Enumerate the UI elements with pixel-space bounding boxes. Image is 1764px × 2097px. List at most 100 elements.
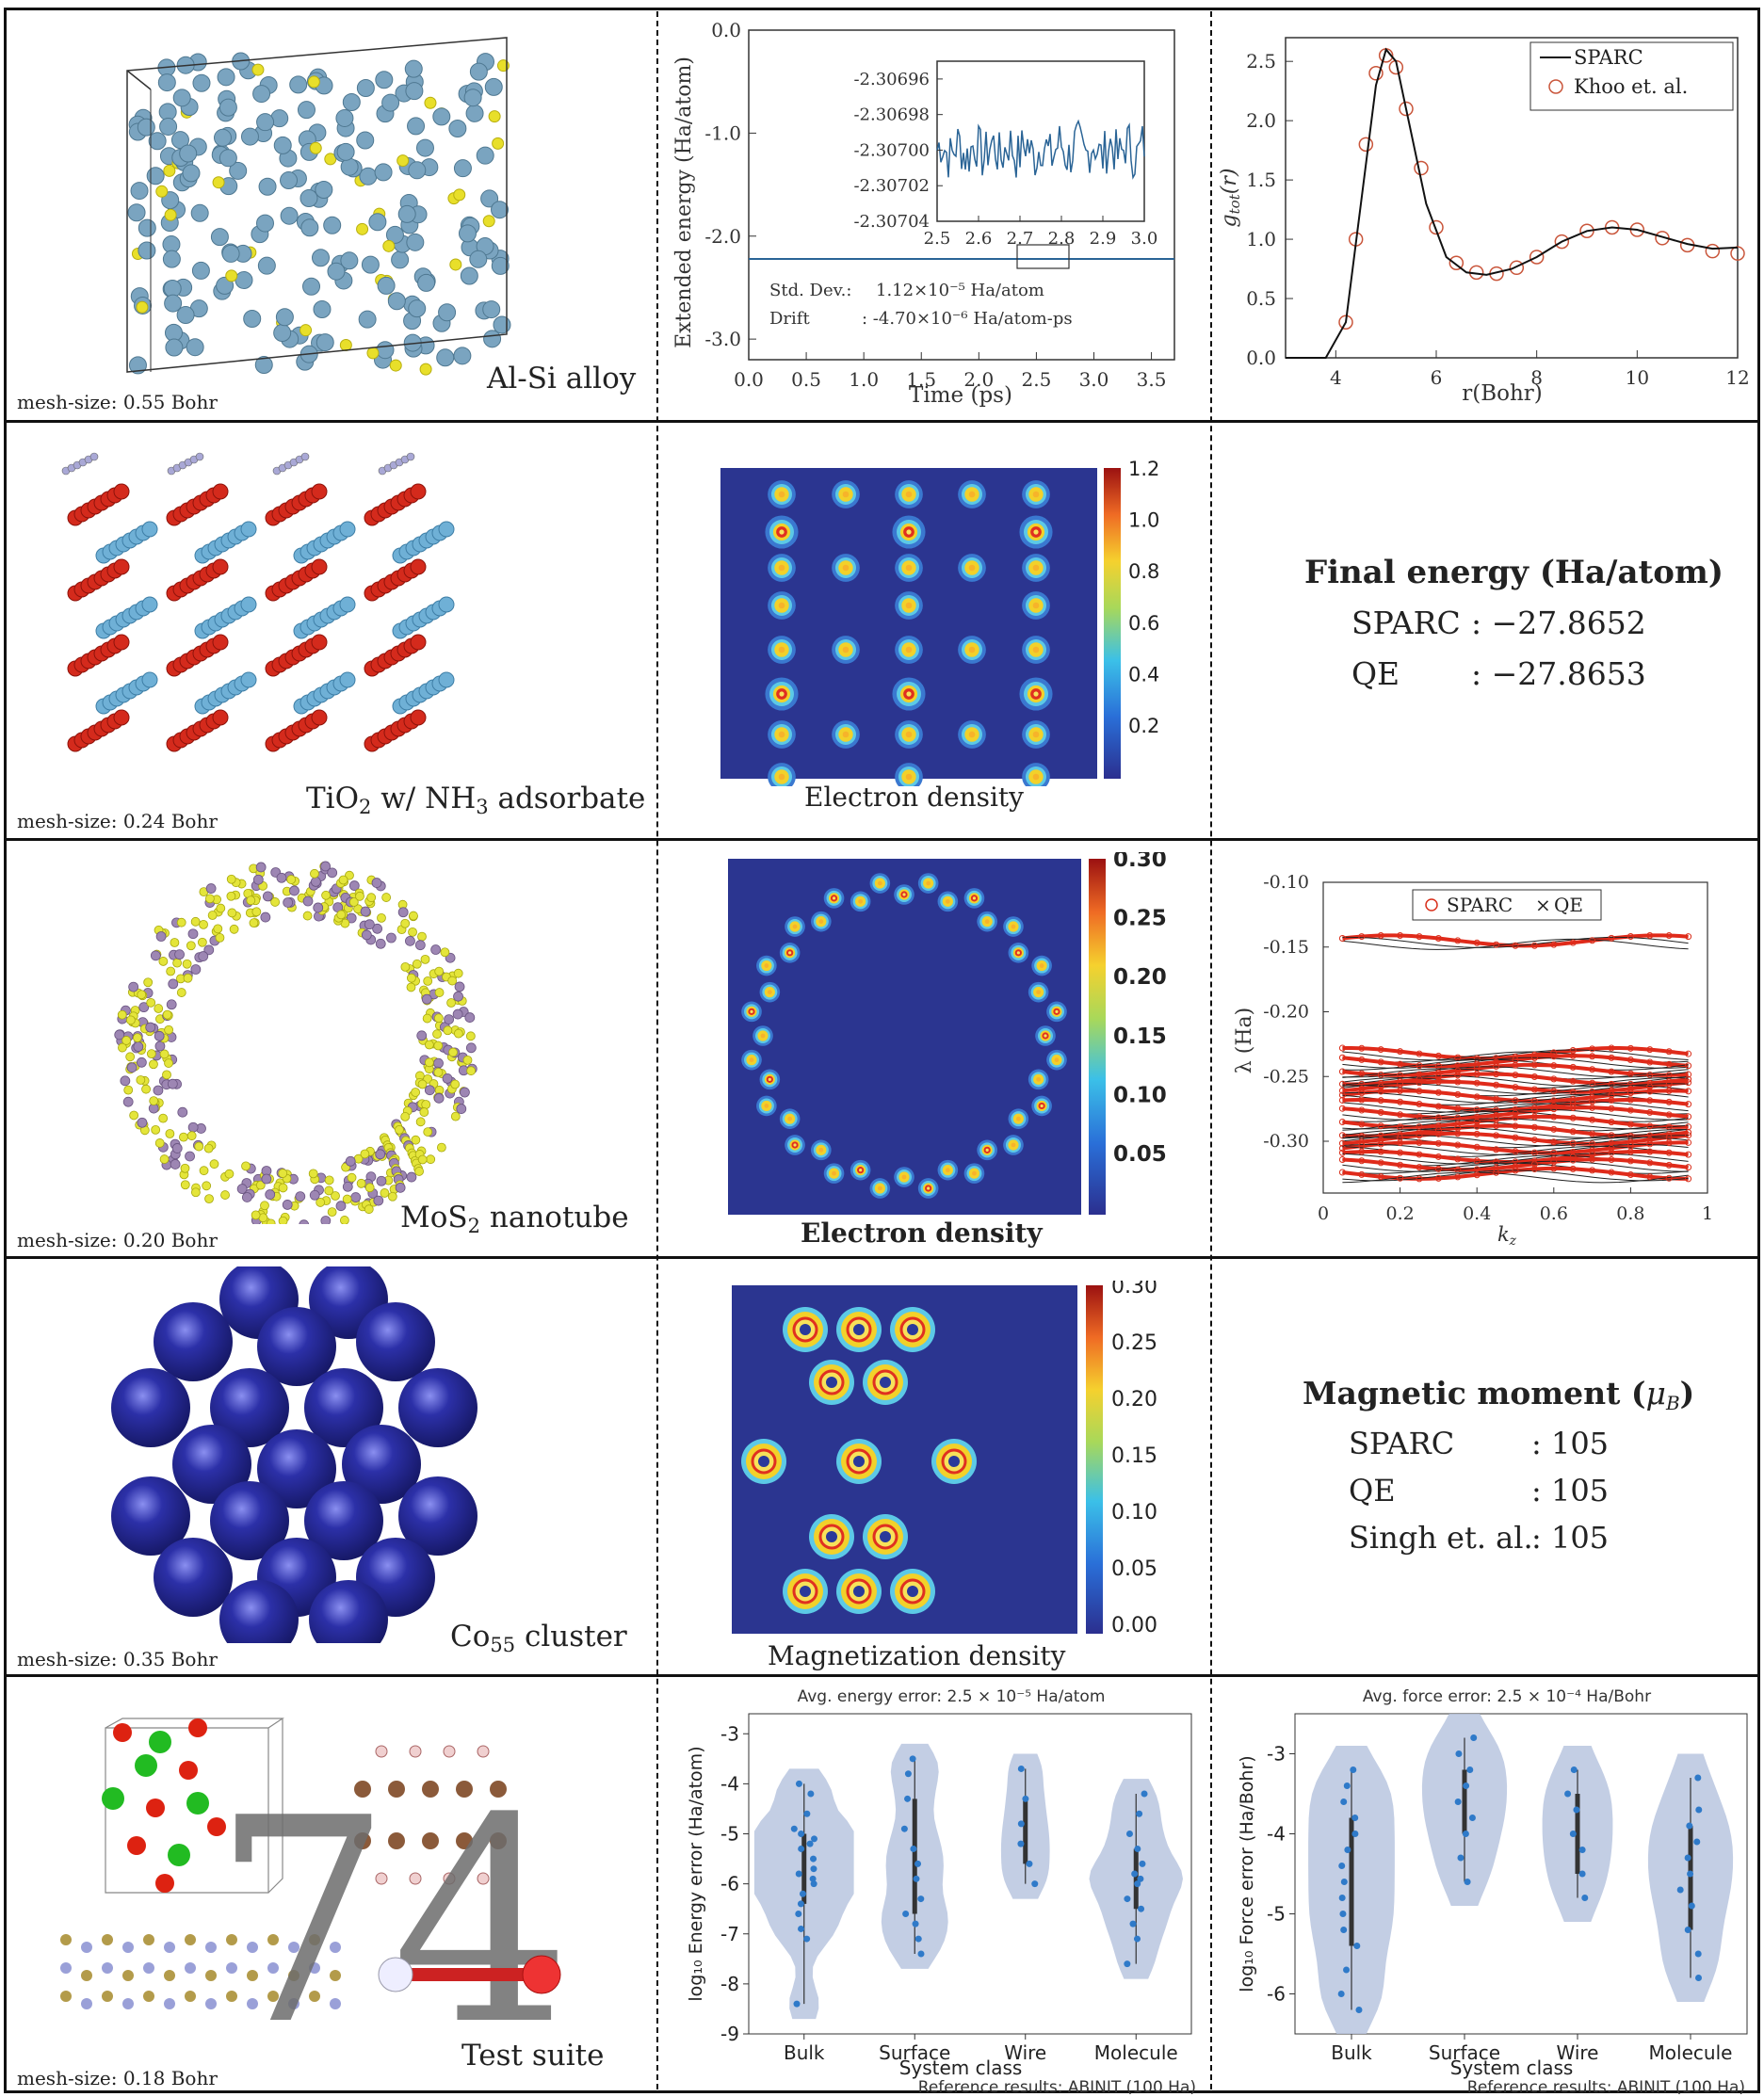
khoo-data-point (1705, 243, 1721, 259)
band-marker (1685, 1175, 1692, 1183)
band-marker (1685, 1101, 1692, 1108)
row-divider-4 (4, 1674, 1760, 1677)
al-atom (186, 338, 204, 357)
mo-atom (421, 993, 432, 1005)
mo-atom (174, 949, 185, 960)
band-marker (1608, 934, 1615, 942)
band-marker (1493, 1081, 1500, 1089)
data-point (1139, 1860, 1146, 1867)
band-marker (1665, 1111, 1673, 1119)
si-atom (307, 75, 320, 89)
x-tick-label: 8 (1530, 366, 1543, 389)
tio2-density-peak-core (778, 646, 785, 653)
si-atom (366, 347, 380, 360)
mo-atom (155, 931, 167, 942)
al-atom (432, 107, 451, 126)
layer-atom-a (143, 1934, 154, 1945)
si-atom (324, 153, 337, 166)
band-marker (1473, 1122, 1481, 1130)
test-count-numeral: 74 (212, 1758, 572, 2053)
al-atom (327, 262, 346, 281)
mo-atom (154, 1030, 165, 1041)
band-marker (1550, 1113, 1558, 1121)
layer-atom-a (102, 1991, 113, 2002)
plot-frame (748, 1713, 1192, 2035)
layer-atom-a (309, 1934, 320, 1945)
s-atom (348, 897, 359, 907)
band-marker (1646, 1072, 1654, 1079)
s-atom (411, 1088, 421, 1097)
band-marker (1416, 1101, 1423, 1108)
data-point (1573, 1806, 1580, 1814)
band-marker (1473, 1079, 1481, 1087)
al-atom (164, 294, 183, 313)
inset-x-tick-label: 2.6 (965, 229, 993, 249)
al-atom (469, 62, 488, 81)
oxygen-atom (410, 483, 427, 500)
data-point (1688, 1902, 1695, 1910)
y-tick-label: -4 (1267, 1823, 1286, 1846)
y-axis-label: Extended energy (Ha/atom) (672, 56, 696, 348)
band-marker (1434, 1089, 1442, 1096)
layer-atom-a (122, 1970, 134, 1981)
zoom-box (1016, 244, 1070, 269)
mos2-density-peak-core (792, 924, 798, 929)
band-marker (1626, 1089, 1634, 1097)
co-atom (111, 1476, 190, 1556)
magnetization-peak-center (853, 1324, 865, 1335)
khoo-data-point (1414, 160, 1429, 176)
al-atom (335, 108, 354, 127)
band-marker (1338, 1044, 1346, 1052)
mos2-density-peak-center (859, 1169, 863, 1172)
tio2-structure (61, 452, 455, 752)
data-point (795, 1780, 802, 1787)
band-marker (1646, 931, 1654, 939)
tio2-density-peak-core (1032, 491, 1040, 498)
x-tick-label: Molecule (1649, 2041, 1733, 2064)
al-atom (127, 203, 146, 222)
band-marker (1397, 932, 1404, 940)
colorbar-tick-label: 0.10 (1111, 1501, 1157, 1524)
magnetization-peak-center (853, 1586, 865, 1597)
band-marker (1569, 1077, 1577, 1085)
si-atom (449, 258, 462, 271)
tio2-density-peak-core (842, 731, 850, 738)
co-atom (356, 1302, 435, 1381)
s-atom (424, 1057, 434, 1068)
band-marker (1530, 1137, 1538, 1144)
mo-atom (444, 1014, 455, 1024)
al-atom (255, 214, 274, 233)
band-marker (1569, 1052, 1577, 1059)
s-atom (136, 1075, 146, 1085)
data-point (1468, 1815, 1476, 1821)
band-marker (1530, 1123, 1538, 1131)
titanium-atom (438, 671, 455, 688)
colorbar-tick-label: 0.10 (1113, 1083, 1167, 1107)
mo-atom (261, 1173, 272, 1185)
mo-atom (241, 1192, 252, 1202)
y-axis-label: log₁₀ Force error (Ha/Bohr) (1237, 1755, 1257, 1992)
data-point (1581, 1895, 1589, 1901)
y-tick-label: 2.5 (1246, 50, 1276, 73)
al-atom (218, 149, 237, 168)
s-atom (448, 1047, 458, 1057)
y-tick-label: -7 (720, 1923, 739, 1945)
colorbar-tick-label: 0.05 (1111, 1557, 1157, 1581)
band-marker (1473, 1071, 1481, 1078)
oxygen-atom (212, 709, 229, 726)
al-atom (376, 341, 395, 360)
oxygen-atom (410, 634, 427, 651)
band-marker (1685, 1079, 1692, 1087)
band-marker (1338, 1139, 1346, 1147)
titanium-atom (438, 521, 455, 538)
si-atom (299, 324, 313, 337)
co-atom (210, 1368, 289, 1447)
oxygen-atom (522, 1955, 561, 1994)
system-caption-al-si: Al-Si alloy (487, 362, 637, 395)
band-marker (1646, 1140, 1654, 1148)
mo-atom (126, 1062, 138, 1073)
layer-atom-b (81, 1942, 92, 1953)
si-atom (251, 63, 265, 76)
oxygen-atom (113, 558, 130, 575)
band-marker (1569, 1128, 1577, 1136)
